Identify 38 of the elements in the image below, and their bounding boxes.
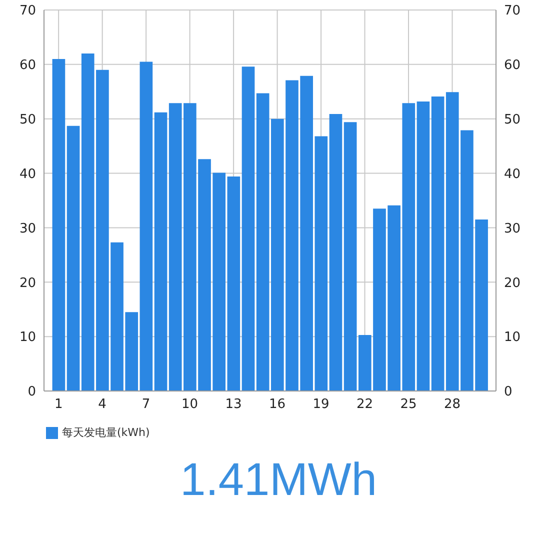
x-tick-label: 25 (400, 397, 417, 412)
y2-tick-label: 60 (504, 58, 521, 74)
x-tick-label: 1 (54, 397, 63, 412)
x-tick-label: 13 (225, 397, 242, 412)
y2-tick-label: 50 (504, 112, 521, 128)
y-tick-label: 50 (19, 112, 36, 128)
y-tick-label: 60 (19, 58, 36, 74)
bar (329, 114, 342, 391)
bar (242, 66, 255, 391)
bar (431, 96, 444, 391)
bar (140, 62, 153, 391)
x-tick-label: 4 (98, 397, 106, 412)
y2-tick-label: 40 (504, 166, 521, 182)
y2-tick-label: 0 (504, 384, 512, 400)
x-tick-label: 10 (182, 397, 198, 412)
legend-label: 每天发电量(kWh) (62, 426, 150, 439)
y2-tick-label: 70 (504, 4, 521, 19)
y-tick-label: 20 (19, 276, 36, 291)
y-tick-label: 40 (19, 166, 36, 182)
bar (66, 126, 80, 391)
bar (416, 101, 430, 391)
text: 1.41MWh (179, 452, 378, 506)
bar (227, 176, 240, 391)
y2-tick-label: 30 (504, 221, 521, 236)
y-tick-label: 30 (19, 221, 36, 236)
bar (154, 112, 168, 391)
bar (344, 122, 357, 391)
x-tick-label: 16 (269, 397, 286, 412)
y2-tick-label: 20 (504, 276, 521, 291)
y2-tick-label: 10 (504, 330, 521, 346)
bar (52, 58, 66, 391)
y-tick-label: 0 (28, 384, 36, 400)
x-tick-label: 7 (142, 397, 150, 412)
x-tick-label: 28 (444, 397, 461, 412)
x-tick-label: 19 (312, 397, 330, 412)
y-tick-label: 10 (19, 330, 36, 346)
y-tick-label: 70 (19, 4, 36, 19)
x-tick-label: 22 (356, 397, 374, 412)
